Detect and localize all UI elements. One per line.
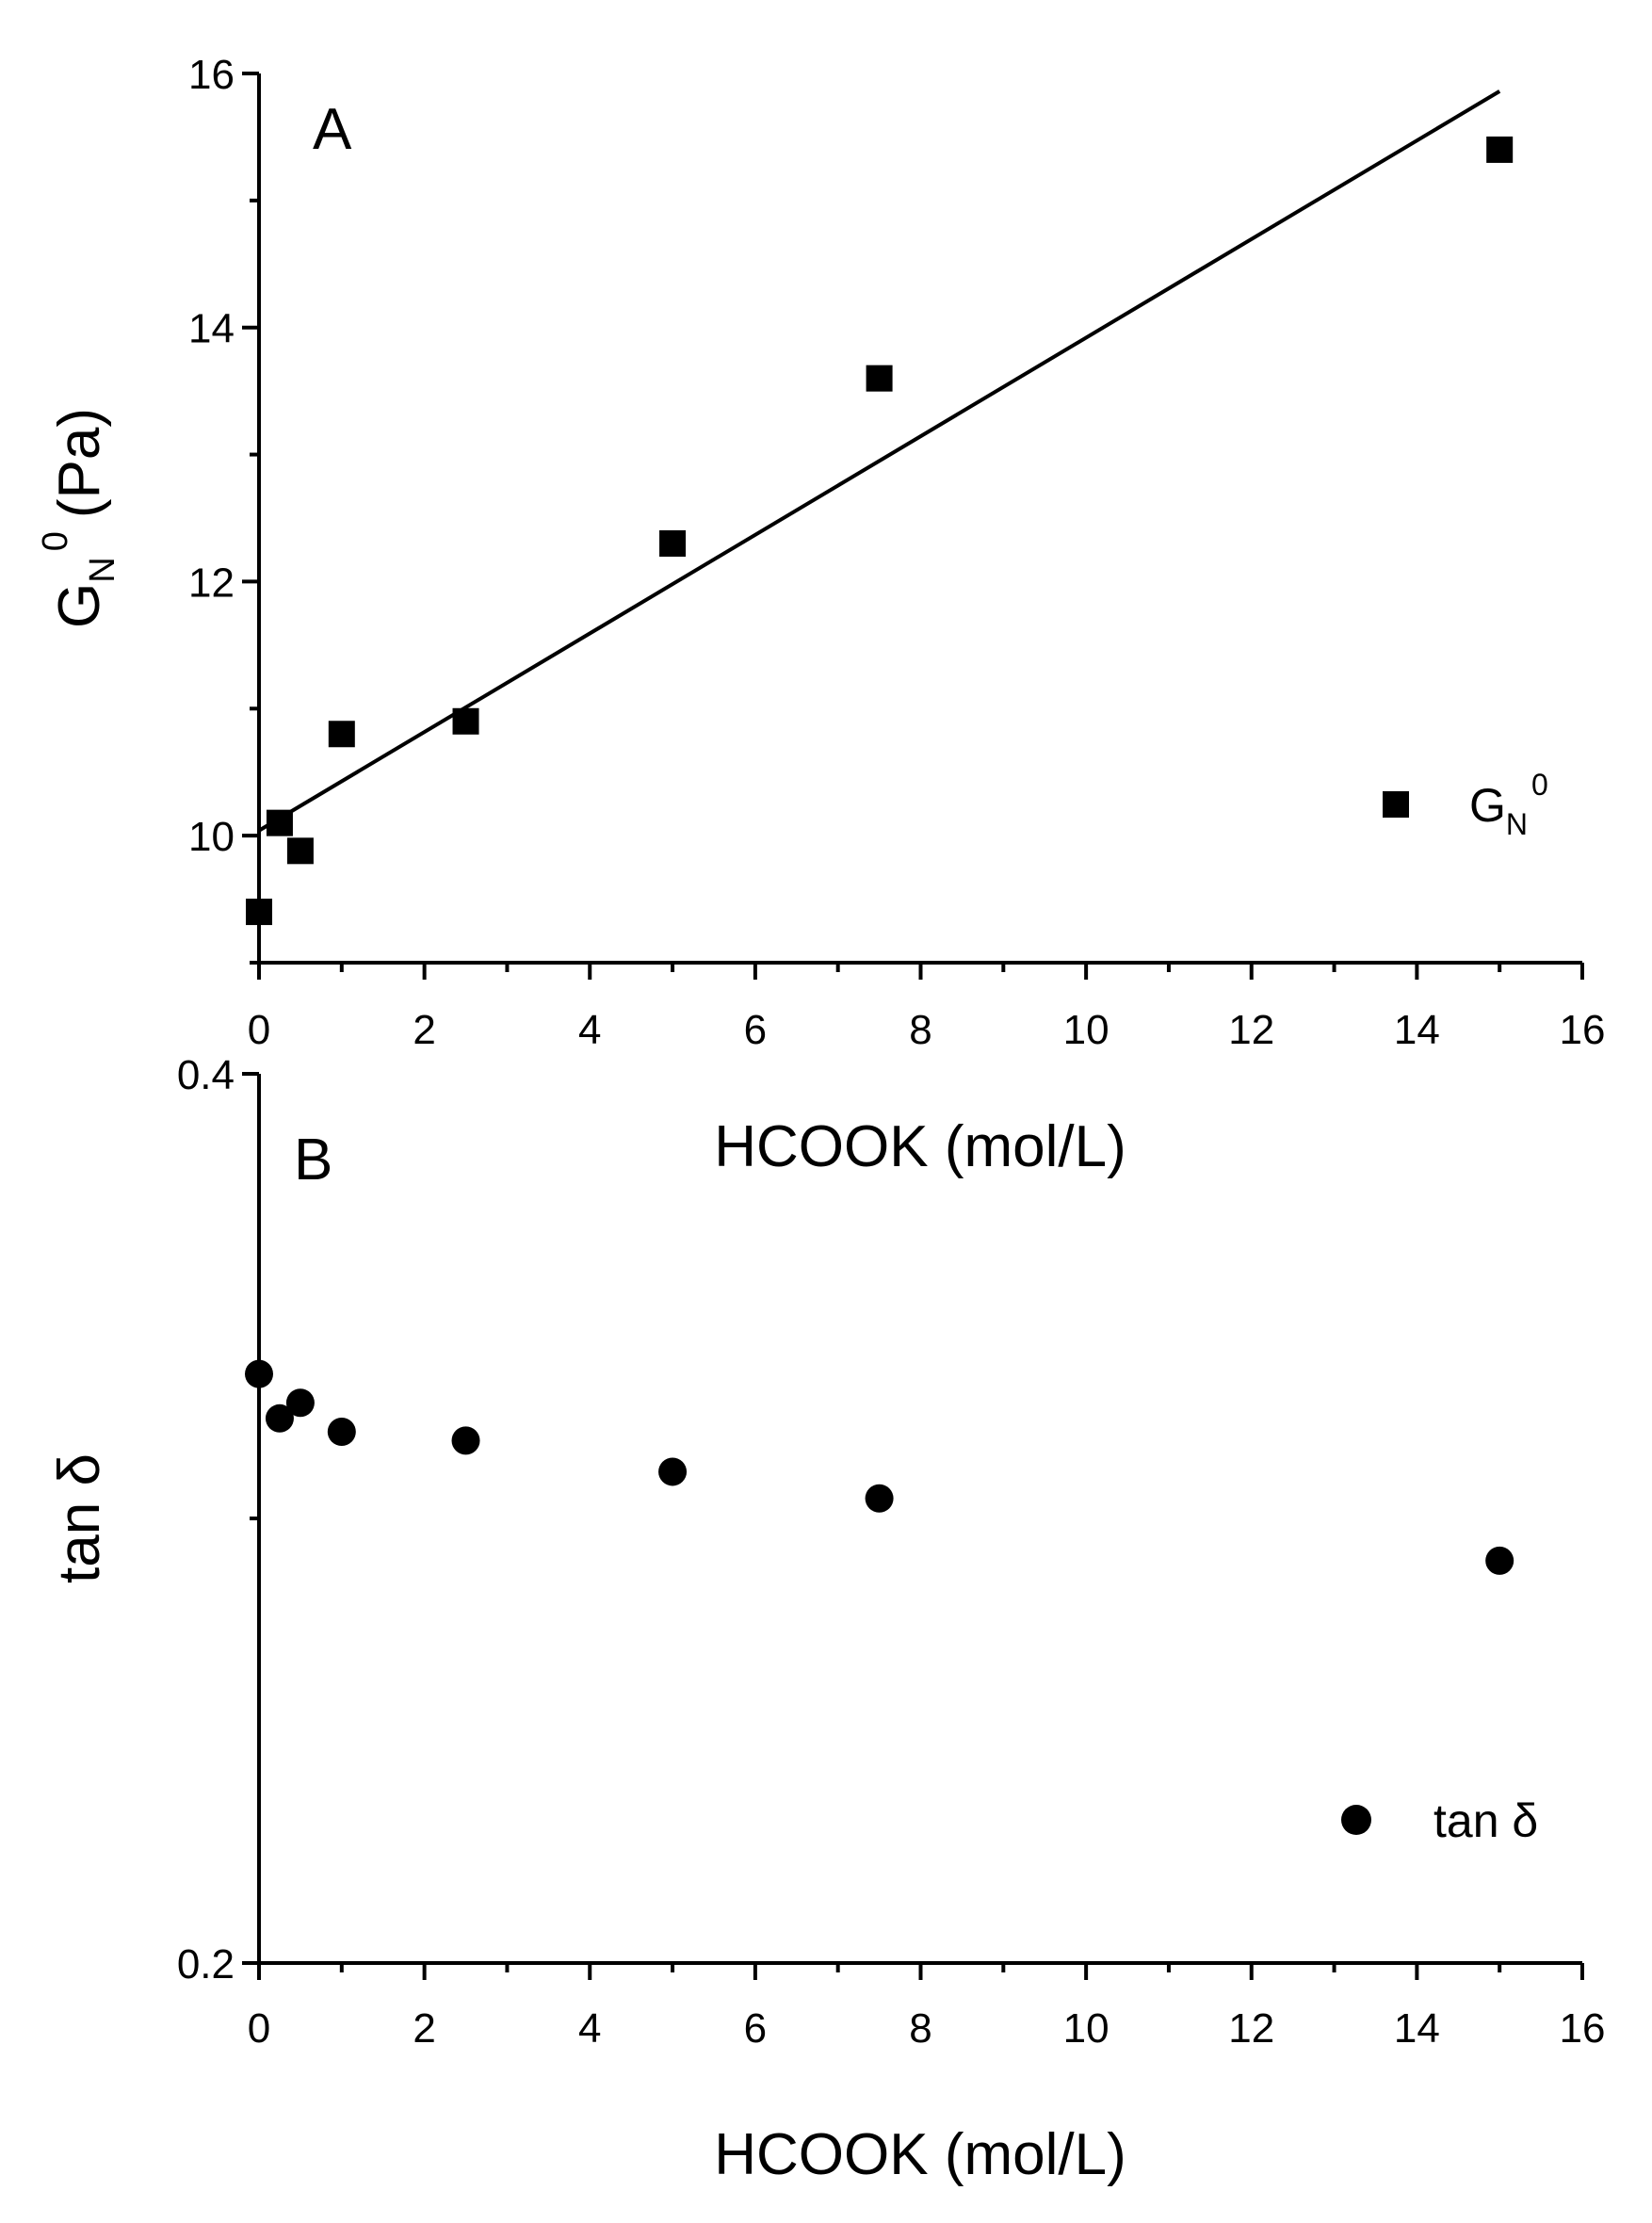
panel-a-x-tick-label: 16 <box>1560 1007 1606 1053</box>
panel-b-y-axis-title: tan δ <box>47 1453 112 1583</box>
panel-b-y-tick-label: 0.4 <box>177 1052 235 1098</box>
panel-a-data-point <box>452 707 479 735</box>
panel-a-legend-sub: N <box>1506 807 1528 841</box>
panel-b-letter: B <box>294 1128 332 1193</box>
panel-a-ticks <box>242 72 1584 980</box>
panel-a-x-tick-label: 12 <box>1228 1007 1274 1053</box>
panel-a-letter: A <box>313 97 352 162</box>
panel-a-tick-labels: 0 2 4 6 8 10 12 14 16 10 12 14 16 <box>188 52 1605 1053</box>
panel-b-x-tick-label: 16 <box>1560 2005 1606 2052</box>
panel-a-y-tick-label: 14 <box>188 306 235 352</box>
panel-a-y-title-sup: 0 <box>36 531 75 551</box>
panel-a-x-tick-label: 4 <box>578 1007 601 1053</box>
panel-b-ticks <box>242 1072 1584 1980</box>
panel-b-legend-marker <box>1341 1805 1371 1835</box>
panel-a-y-axis-title: GN0 (Pa) <box>36 408 122 628</box>
panel-b-data-point <box>1485 1546 1514 1575</box>
panel-b-data-point <box>285 1388 315 1418</box>
panel-a-legend-marker <box>1383 791 1409 818</box>
panel-b-x-tick-label: 14 <box>1394 2005 1440 2052</box>
panel-a-data-point <box>659 529 687 557</box>
panel-b-x-tick-label: 12 <box>1228 2005 1274 2052</box>
panel-b-x-tick-label: 2 <box>413 2005 435 2052</box>
panel-b-data-point <box>327 1417 356 1446</box>
panel-b-tick-labels: 0 2 4 6 8 10 12 14 16 0.2 0.4 <box>177 1052 1606 2052</box>
panel-a-x-tick-label: 14 <box>1394 1007 1440 1053</box>
panel-a-y-tick-label: 10 <box>188 814 235 860</box>
panel-a-x-tick-label: 10 <box>1063 1007 1109 1053</box>
panel-a-data-point <box>866 365 893 392</box>
panel-a-data-point <box>266 809 293 836</box>
panel-b-points <box>245 1359 1514 1575</box>
panel-b-data-point <box>658 1457 688 1486</box>
panel-b-chart: 0 2 4 6 8 10 12 14 16 0.2 0.4 B HCOOK (mol/L) tan … <box>47 1052 1605 2187</box>
panel-a-legend-main: G <box>1469 779 1506 832</box>
panel-b-x-axis-title: HCOOK (mol/L) <box>714 2122 1126 2187</box>
panel-a-y-title-main: G <box>47 583 112 628</box>
panel-a-x-tick-label: 8 <box>909 1007 931 1053</box>
panel-b-x-tick-label: 8 <box>909 2005 931 2052</box>
panel-a-y-title-unit: (Pa) <box>47 408 112 518</box>
panel-a-data-point <box>328 721 355 748</box>
panel-a-data-point <box>1486 136 1514 163</box>
panel-b-x-tick-label: 10 <box>1063 2005 1109 2052</box>
panel-b-data-point <box>865 1484 894 1513</box>
panel-b-y-tick-label: 0.2 <box>177 1941 235 1988</box>
panel-a-fit-line-group <box>257 89 1501 833</box>
panel-a-y-title-sub: N <box>83 557 122 582</box>
panel-b-x-tick-label: 6 <box>744 2005 767 2052</box>
panel-a-x-tick-label: 6 <box>744 1007 767 1053</box>
panel-a-x-axis-title: HCOOK (mol/L) <box>714 1114 1126 1179</box>
panel-b-legend: tan δ <box>1341 1794 1538 1847</box>
panel-a-legend-sup: 0 <box>1531 768 1548 802</box>
panel-b-x-tick-label: 0 <box>248 2005 270 2052</box>
panel-b-data-point <box>245 1359 273 1388</box>
panel-a-y-tick-label: 12 <box>188 560 235 606</box>
panel-a-y-tick-label: 16 <box>188 52 235 98</box>
panel-b-data-point <box>265 1404 294 1433</box>
panel-b-data-point <box>451 1426 480 1455</box>
panel-a-x-tick-label: 2 <box>413 1007 435 1053</box>
panel-a-data-point <box>246 899 272 926</box>
panel-a-data-point <box>286 837 314 865</box>
panel-a-points <box>246 136 1514 926</box>
panel-a-x-tick-label: 0 <box>248 1007 270 1053</box>
panel-b-x-tick-label: 4 <box>578 2005 601 2052</box>
panel-a-legend: GN0 <box>1383 768 1548 841</box>
panel-a-legend-label: GN0 <box>1469 768 1548 841</box>
panel-b-legend-label: tan δ <box>1433 1794 1538 1847</box>
panel-a-fit-line <box>257 89 1501 833</box>
